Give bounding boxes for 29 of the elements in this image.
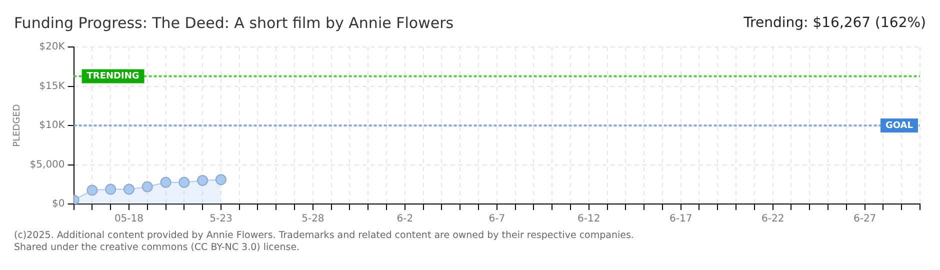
- chart-subtitle: Trending: $16,267 (162%): [744, 15, 926, 31]
- point: [86, 184, 98, 196]
- x-tick-label: 6-27: [853, 214, 876, 225]
- y-tick-label: $20K: [39, 42, 66, 53]
- x-tick-label: 6-17: [670, 214, 692, 225]
- point: [197, 174, 208, 186]
- x-tick-label: 05-18: [114, 214, 144, 225]
- point: [105, 184, 116, 195]
- x-tick-label: 5-23: [210, 214, 232, 225]
- x-tick-label: 6-7: [488, 214, 506, 225]
- ref-line-label: TRENDING: [86, 72, 140, 82]
- x-tick-label: 5-28: [302, 214, 324, 225]
- y-tick-label: $15K: [39, 80, 66, 92]
- x-tick-label: 6-22: [761, 214, 784, 225]
- ref-line-label: GOAL: [886, 120, 914, 131]
- point: [178, 176, 190, 188]
- point: [123, 184, 134, 195]
- x-tick-label: 6-2: [396, 214, 414, 225]
- chart-title: Funding Progress: The Deed: A short film by Annie Flowers: [14, 14, 454, 32]
- point: [215, 174, 226, 186]
- x-tick-label: 6-12: [578, 214, 600, 225]
- y-axis-title: PLEDGED: [12, 104, 23, 147]
- point: [160, 176, 172, 188]
- y-tick-label: $10K: [39, 120, 66, 132]
- text: Shared under the creative commons (CC BY-NC 3.0) license.: [14, 242, 301, 254]
- point: [142, 181, 153, 192]
- y-tick-label: $0: [52, 198, 65, 210]
- text: (c)2025. Additional content provided by Annie Flowers. Trademarks and related content are owned by their respective companies.: [14, 230, 635, 242]
- y-tick-label: $5,000: [30, 159, 65, 170]
